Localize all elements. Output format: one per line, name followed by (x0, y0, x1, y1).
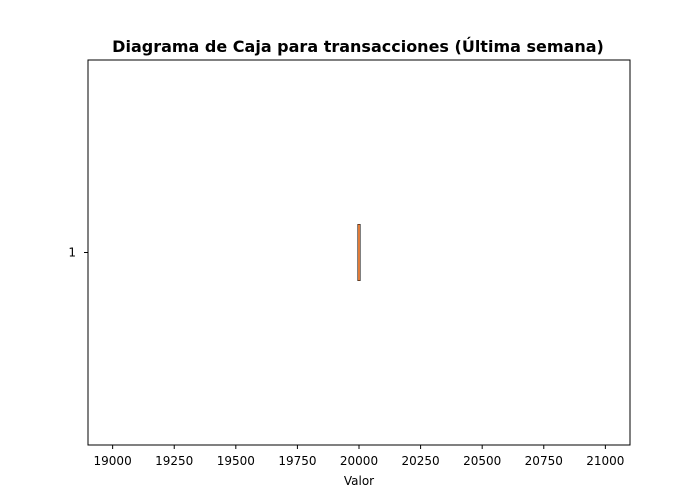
x-tick-label: 20250 (401, 454, 439, 468)
x-tick-label: 19250 (155, 454, 193, 468)
y-tick-label: 1 (68, 246, 76, 260)
x-axis-ticks: 19000 19250 19500 19750 20000 20250 20500 20750… (94, 445, 624, 468)
chart-title: Diagrama de Caja para transacciones (Últ… (112, 37, 604, 56)
x-tick-label: 21000 (586, 454, 624, 468)
box-series (357, 224, 361, 281)
y-axis-ticks: 1 (68, 246, 88, 260)
x-axis-label: Valor (344, 474, 374, 488)
x-tick-label: 20500 (463, 454, 501, 468)
x-tick-label: 20750 (525, 454, 563, 468)
x-tick-label: 20000 (340, 454, 378, 468)
x-tick-label: 19000 (94, 454, 132, 468)
x-tick-label: 19750 (278, 454, 316, 468)
x-tick-label: 19500 (217, 454, 255, 468)
